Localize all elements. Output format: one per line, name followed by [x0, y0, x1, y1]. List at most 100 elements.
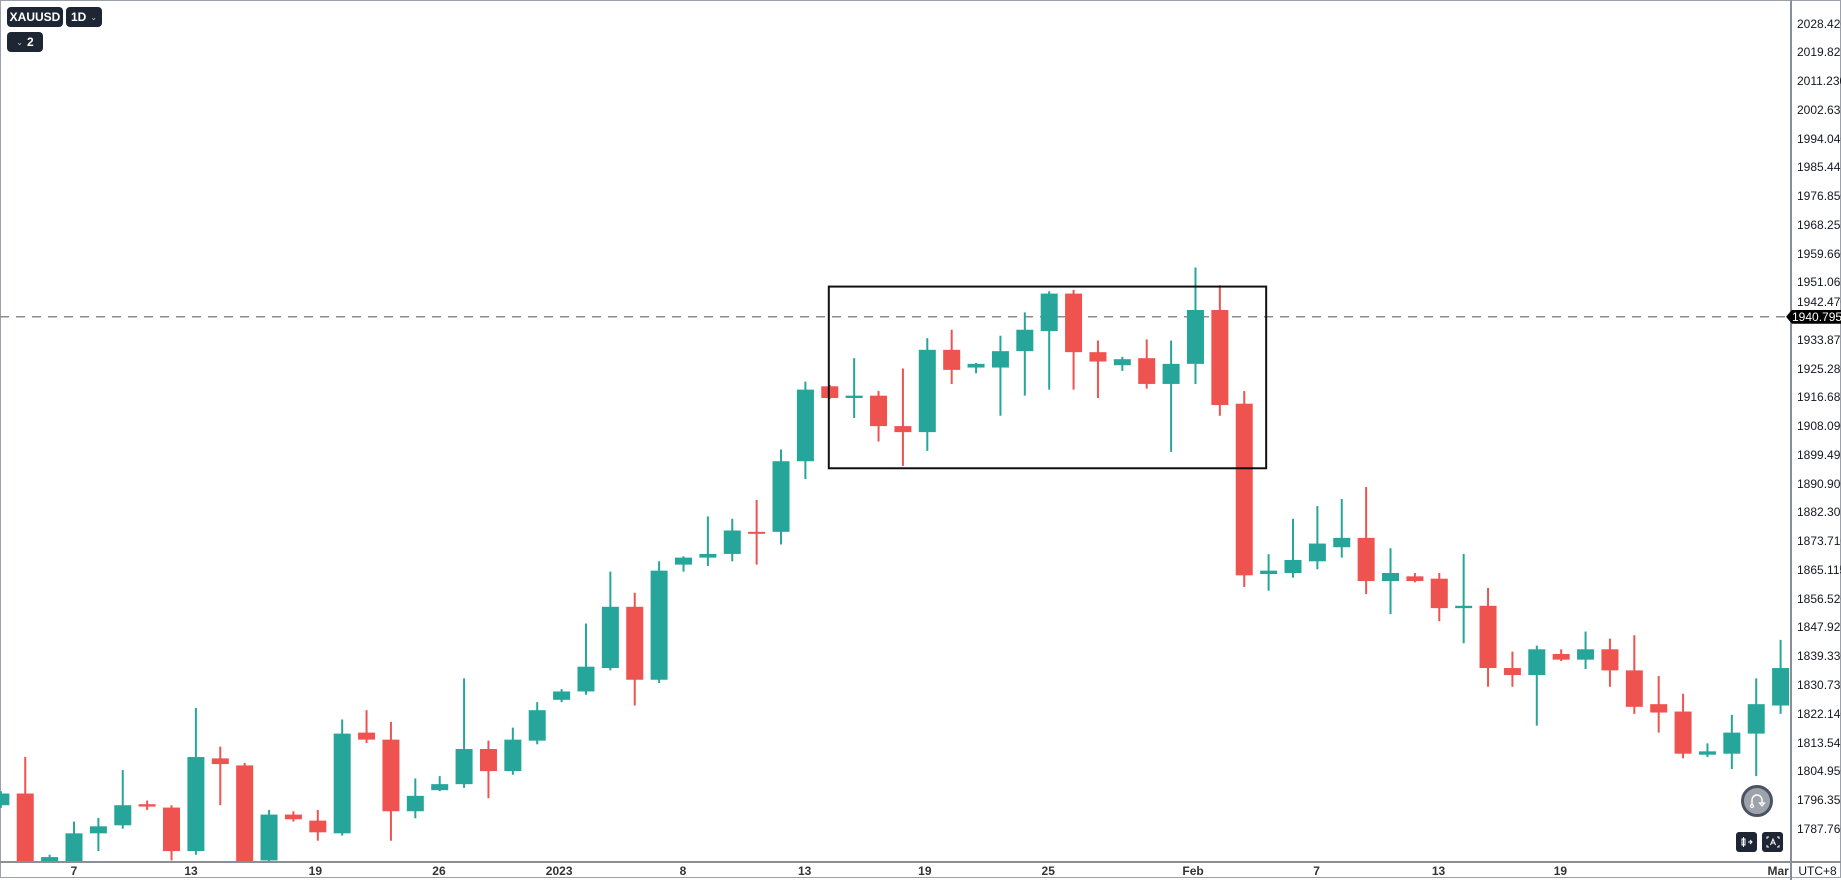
candle-up	[1577, 649, 1595, 660]
candle-down	[284, 814, 302, 820]
chevron-down-icon: ⌄	[90, 12, 98, 22]
candle-down	[943, 349, 961, 370]
candle-up	[601, 606, 619, 669]
timezone-label[interactable]: UTC+8	[1790, 861, 1841, 880]
price-tick-label: 1839.330	[1797, 649, 1841, 664]
candle-up	[1260, 570, 1278, 575]
plot-area[interactable]	[0, 0, 1790, 861]
candle-up	[0, 793, 10, 806]
price-tick-label: 1968.255	[1797, 217, 1841, 232]
price-tick-label: 1865.115	[1797, 562, 1841, 577]
candle-down	[1138, 358, 1156, 384]
auto-scale-icon	[1766, 836, 1779, 848]
candle-down	[1479, 605, 1497, 669]
candle-up	[845, 395, 863, 398]
price-tick-label: 1908.090	[1797, 419, 1841, 434]
price-tick-label: 1856.520	[1797, 591, 1841, 606]
price-tick-label: 1804.950	[1797, 764, 1841, 779]
candle-up	[528, 710, 546, 741]
candle-down	[1235, 403, 1253, 576]
candle-up	[675, 557, 692, 565]
price-tick-label: 1830.735	[1797, 677, 1841, 692]
candle-up	[114, 805, 132, 826]
auto-scale-button[interactable]	[1762, 832, 1783, 852]
candle-up	[1308, 543, 1326, 562]
candle-down	[1089, 352, 1107, 362]
candle-down	[211, 758, 229, 765]
candle-up	[187, 757, 205, 852]
candle-up	[260, 814, 278, 861]
price-tick-label: 2002.635	[1797, 102, 1841, 117]
candlestick-chart[interactable]	[0, 0, 1790, 861]
interval-button[interactable]: 1D ⌄	[66, 7, 102, 27]
candle-down	[1650, 704, 1668, 713]
indicators-toggle-button[interactable]: ⌄ 2	[7, 32, 43, 52]
candle-up	[333, 733, 351, 834]
price-tick-label: 1985.445	[1797, 160, 1841, 175]
candle-up	[1455, 605, 1473, 609]
time-tick-label: 13	[184, 864, 198, 878]
candle-down	[1625, 670, 1643, 707]
candle-up	[1113, 359, 1131, 366]
candle-up	[89, 826, 107, 834]
price-axis[interactable]: 2028.420 2019.825 2011.230 2002.635 1994.040…	[1790, 0, 1841, 861]
rectangle-drawing	[827, 285, 1268, 470]
candle-up	[504, 739, 522, 772]
time-tick-label: 13	[1431, 864, 1446, 878]
time-tick-label: 25	[1041, 864, 1055, 878]
candle-down	[1065, 293, 1083, 353]
price-tick-label: 2019.825	[1797, 45, 1841, 60]
price-tick-label: 2028.420	[1797, 16, 1841, 31]
replay-icon	[1749, 794, 1766, 809]
replay-button[interactable]	[1741, 785, 1773, 817]
candle-down	[163, 807, 181, 852]
time-tick-label: 19	[918, 864, 932, 878]
price-tick-label: 1873.710	[1797, 534, 1841, 549]
candle-up	[1186, 309, 1204, 364]
symbol-button[interactable]: XAUUSD	[7, 7, 63, 27]
price-tick-label: 1813.545	[1797, 735, 1841, 750]
scroll-to-realtime-button[interactable]	[1736, 832, 1757, 852]
time-tick-label: 13	[797, 864, 812, 878]
price-tick-label: 1916.685	[1797, 390, 1841, 405]
price-tick-label: 1959.660	[1797, 246, 1841, 261]
price-tick-label: 1899.495	[1797, 447, 1841, 462]
candle-down	[1406, 576, 1424, 582]
candle-up	[577, 666, 595, 692]
candle-up	[650, 570, 668, 680]
candle-up	[1284, 559, 1302, 574]
price-tick-label: 1933.875	[1797, 332, 1841, 347]
interval-label: 1D	[70, 10, 87, 24]
candle-up	[796, 389, 814, 462]
candle-up	[431, 784, 449, 791]
price-tick-label: 1994.040	[1797, 131, 1841, 146]
candle-down	[1430, 578, 1448, 609]
price-tick-label: 1882.305	[1797, 505, 1841, 520]
candle-up	[1747, 704, 1765, 734]
candle-down	[382, 739, 400, 812]
candle-up	[65, 833, 83, 861]
candle-up	[699, 553, 717, 558]
candle-down	[1503, 668, 1521, 676]
candle-down	[16, 793, 34, 861]
candle-up	[1772, 668, 1790, 706]
time-tick-label: 7	[1313, 864, 1320, 878]
candle-up	[1040, 293, 1058, 332]
candle-down	[894, 426, 912, 433]
time-axis[interactable]: 7 13 19 26 2023 8 13 19 25 Feb 7 13 19 Mar	[0, 861, 1790, 880]
candle-up	[1723, 732, 1741, 754]
indicator-count: 2	[27, 35, 34, 49]
candle-down	[1552, 653, 1570, 660]
price-tick-label: 1976.850	[1797, 189, 1841, 204]
symbol-label: XAUUSD	[9, 10, 61, 24]
candle-up	[1333, 537, 1351, 548]
candle-up	[991, 351, 1009, 368]
candle-up	[1528, 649, 1546, 676]
time-tick-label: 7	[70, 864, 78, 878]
candle-down	[1601, 649, 1619, 671]
candle-arrow-icon	[1741, 837, 1753, 847]
price-tick-label: 1796.355	[1797, 793, 1841, 808]
candle-up	[1016, 329, 1034, 352]
candle-down	[626, 606, 644, 680]
candle-down	[1674, 711, 1692, 754]
